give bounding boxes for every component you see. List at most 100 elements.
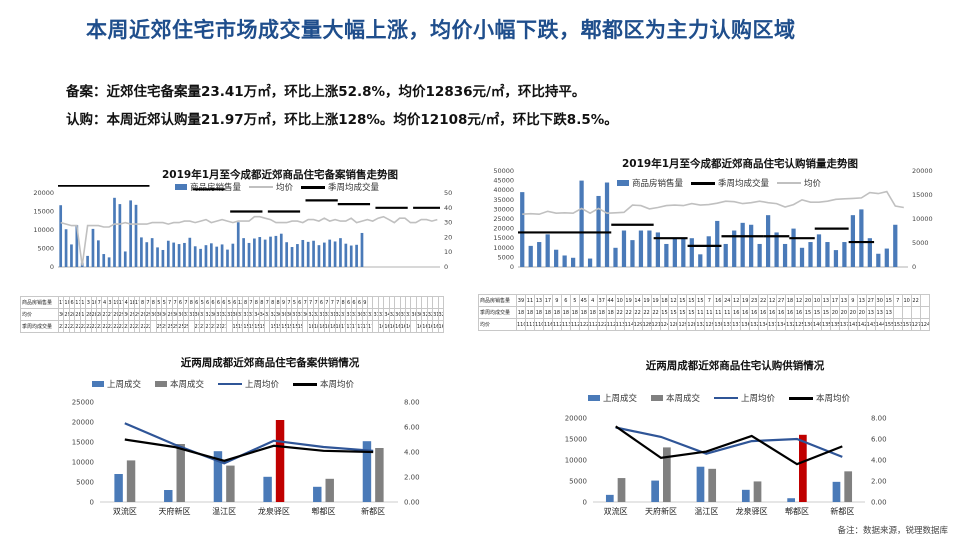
- table-cell: 121: [650, 318, 661, 331]
- sales-bar: [723, 243, 728, 267]
- sales-bar: [290, 247, 294, 267]
- last-week-bar: [164, 490, 173, 502]
- table-cell: 16: [404, 320, 412, 333]
- table-cell: 11: [722, 306, 733, 319]
- table-cell: 11: [695, 306, 706, 319]
- table-cell: 21: [198, 320, 206, 333]
- table-cell: 16: [713, 294, 724, 307]
- chart3-plot: 0 5000 10000 15000 20000 25000 0.00 2.00 4.00 6.0…: [72, 399, 420, 517]
- category-label: 新都区: [361, 506, 385, 516]
- table-cell: 110: [516, 318, 526, 331]
- y-left-tick-label: 5000: [37, 245, 54, 253]
- table-cell: 15: [668, 306, 679, 319]
- table-cell: 157: [901, 318, 912, 331]
- sales-bar: [215, 246, 219, 267]
- table-cell: 16: [740, 306, 751, 319]
- y-right-tick-label: 30: [444, 219, 452, 227]
- y-right-tick-label: 15000: [912, 191, 933, 199]
- sales-bar: [604, 182, 610, 267]
- y-left-tick-label: 5000: [497, 253, 514, 261]
- sales-bar: [204, 245, 208, 267]
- this-week-bar: [226, 465, 235, 502]
- table-cell: 13: [838, 294, 849, 307]
- table-cell: 21: [220, 320, 228, 333]
- table-cell: 16: [377, 320, 385, 333]
- table-cell: 134: [758, 318, 769, 331]
- table-cell: 21: [215, 320, 222, 333]
- y-left-tick-label: 5000: [76, 479, 94, 487]
- sales-bar: [791, 228, 796, 267]
- y-left-tick-label: 10000: [493, 244, 514, 252]
- table-row: 商品房销售量 39 11 13 17 9 6 5 45 4 37 44 10 19 14 19 19 18 12 15…: [478, 294, 931, 307]
- sales-bar: [209, 243, 213, 267]
- table-cell: 128: [686, 318, 697, 331]
- last-week-bar: [832, 481, 841, 502]
- legend-item: 均价: [249, 181, 293, 193]
- y-left-tick-label: 10000: [565, 457, 587, 465]
- table-cell: 17: [356, 320, 363, 333]
- table-cell: 113: [614, 318, 625, 331]
- sales-bar: [70, 244, 73, 267]
- this-week-bar: [176, 444, 185, 502]
- table-cell: 137: [838, 318, 849, 331]
- table-cell: 140: [811, 318, 822, 331]
- sales-bar: [236, 222, 240, 267]
- y-left-tick-label: 15000: [493, 234, 514, 242]
- legend-item: 均价: [777, 177, 821, 189]
- table-cell: 135: [820, 318, 831, 331]
- y-right-tick-label: 20000: [912, 167, 933, 175]
- table-cell: 16: [383, 320, 390, 333]
- table-cell: 15: [231, 320, 238, 333]
- sales-bar: [867, 238, 872, 267]
- table-cell: [437, 296, 445, 309]
- legend-item: 季周均成交量: [691, 177, 769, 189]
- sales-bar: [349, 245, 353, 267]
- sales-bar: [782, 243, 788, 267]
- table-cell: 4: [587, 294, 598, 307]
- sales-bar: [193, 246, 197, 267]
- y-right-tick-label: 4.00: [404, 449, 420, 457]
- sales-bar: [312, 240, 315, 267]
- table-cell: 112: [587, 318, 598, 331]
- table-cell: 22: [128, 320, 135, 333]
- table-cell: 21: [209, 320, 217, 333]
- sales-bar: [166, 240, 170, 267]
- table-cell: 16: [426, 320, 434, 333]
- this-week-bar: [275, 420, 285, 502]
- table-cell: 45: [578, 294, 589, 307]
- this-week-bar: [799, 434, 807, 502]
- avg-price-line: [60, 215, 438, 266]
- table-cell: 25: [171, 320, 179, 333]
- sales-bar: [113, 197, 116, 267]
- table-cell: 16: [432, 320, 439, 333]
- table-cell: 15: [677, 294, 688, 307]
- sales-bar: [285, 242, 289, 267]
- table-cell: 18: [312, 320, 320, 333]
- table-cell: 16: [749, 306, 760, 319]
- chart2-legend: 商品房销售量 季周均成交量 均价: [617, 177, 821, 189]
- table-cell: 15: [242, 320, 249, 333]
- table-row: 季周均成交量2222222222222222222222222222222222…: [20, 320, 445, 333]
- table-cell: 15: [280, 320, 287, 333]
- table-cell: 21: [204, 320, 211, 333]
- table-cell: 15: [285, 320, 293, 333]
- legend-item: 季周均成交量: [301, 181, 379, 193]
- table-cell: 111: [524, 318, 535, 331]
- table-cell: 141: [847, 318, 858, 331]
- table-cell: 143: [865, 318, 876, 331]
- sales-bar: [344, 243, 348, 267]
- table-cell: 19: [623, 294, 634, 307]
- table-cell: 27: [865, 294, 876, 307]
- table-cell: 122: [578, 318, 589, 331]
- table-cell: 30: [874, 294, 885, 307]
- sales-bar: [537, 242, 542, 267]
- sales-bar: [562, 255, 567, 267]
- table-cell: 112: [605, 318, 616, 331]
- table-cell: 22: [910, 294, 921, 307]
- sales-bar: [360, 232, 364, 267]
- chart2-title: 2019年1月至今成都近郊商品住宅认购销量走势图: [621, 158, 859, 170]
- sales-bar: [339, 238, 342, 267]
- table-cell: [910, 306, 921, 319]
- table-cell: 16: [767, 306, 778, 319]
- legend-item: 上周均价: [218, 378, 279, 390]
